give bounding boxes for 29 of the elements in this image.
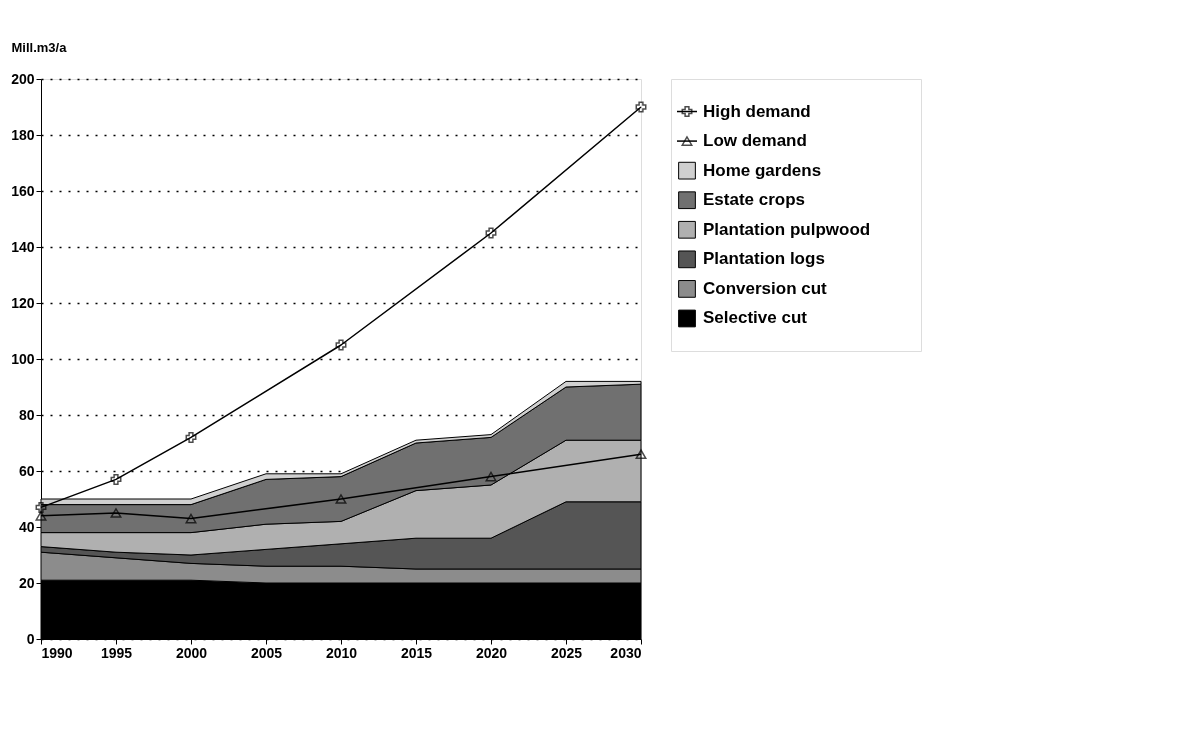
x-tick-label: 2000 bbox=[175, 644, 208, 661]
legend-label: Plantation logs bbox=[703, 249, 825, 269]
x-tick-label: 1990 bbox=[41, 644, 73, 661]
legend-label: Plantation pulpwood bbox=[703, 219, 871, 239]
legend-label: Home gardens bbox=[703, 160, 822, 180]
x-tick-label: 2030 bbox=[610, 644, 642, 661]
y-tick-label: 140 bbox=[11, 238, 35, 255]
y-tick-label: 40 bbox=[18, 518, 35, 535]
y-tick-label: 160 bbox=[11, 182, 35, 199]
legend-label: Estate crops bbox=[703, 190, 806, 210]
y-axis-title: Mill.m3/a bbox=[11, 39, 68, 55]
x-tick-label: 2005 bbox=[250, 644, 283, 661]
y-tick-label: 120 bbox=[11, 294, 35, 311]
x-tick-label: 2015 bbox=[400, 644, 433, 661]
y-tick-label: 0 bbox=[26, 630, 35, 647]
legend-label: Selective cut bbox=[703, 308, 808, 328]
x-tick-label: 1995 bbox=[100, 644, 133, 661]
y-tick-label: 100 bbox=[11, 350, 35, 367]
y-tick-label: 20 bbox=[18, 574, 35, 591]
legend-label: Low demand bbox=[703, 131, 807, 151]
x-tick-label: 2025 bbox=[550, 644, 583, 661]
legend-label: Conversion cut bbox=[703, 278, 828, 298]
y-tick-label: 60 bbox=[18, 462, 35, 479]
y-tick-label: 200 bbox=[11, 70, 35, 87]
x-tick-label: 2010 bbox=[325, 644, 358, 661]
y-tick-label: 180 bbox=[11, 126, 35, 143]
legend-label: High demand bbox=[703, 101, 811, 121]
x-tick-label: 2020 bbox=[475, 644, 508, 661]
y-tick-label: 80 bbox=[18, 406, 35, 423]
